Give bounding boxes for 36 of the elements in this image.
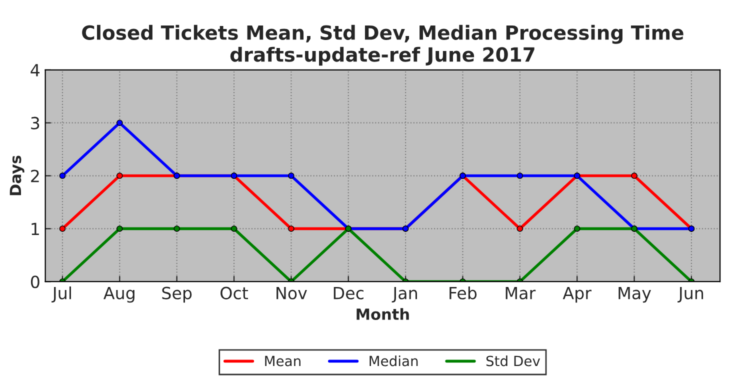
point bbox=[116, 226, 123, 232]
point bbox=[574, 226, 580, 232]
x-tick-label: Oct bbox=[220, 286, 248, 300]
x-tick-label: Aug bbox=[104, 286, 134, 303]
x-tick-label: Sep bbox=[162, 286, 192, 303]
y-axis-title: Days bbox=[10, 156, 24, 196]
y-tick-label: 0 bbox=[30, 276, 40, 288]
point bbox=[230, 226, 238, 232]
y-tick-label: 2 bbox=[31, 170, 39, 182]
x-tick-label: May bbox=[618, 286, 651, 303]
x-tick-label: Nov bbox=[276, 286, 307, 300]
x-tick-label: Jun bbox=[678, 286, 704, 302]
point bbox=[116, 172, 123, 179]
legend-label: Mean bbox=[265, 356, 300, 366]
x-tick-label: Jan bbox=[392, 286, 417, 302]
y-tick-label: 4 bbox=[30, 64, 40, 76]
point bbox=[288, 172, 294, 179]
point bbox=[516, 226, 524, 232]
y-tick-label: 1 bbox=[32, 222, 39, 236]
x-tick-label: Feb bbox=[450, 286, 477, 300]
point bbox=[59, 226, 66, 232]
point bbox=[288, 226, 294, 232]
point bbox=[116, 120, 123, 126]
x-tick-label: Apr bbox=[562, 286, 592, 303]
x-tick-label: Dec bbox=[334, 286, 364, 300]
point bbox=[59, 172, 66, 179]
x-axis-title: Month bbox=[356, 308, 409, 320]
point bbox=[631, 172, 638, 179]
point bbox=[516, 172, 524, 179]
x-tick-label: Jul bbox=[52, 286, 71, 302]
y-tick-label: 3 bbox=[31, 116, 40, 130]
legend-label: Std Dev bbox=[486, 355, 540, 366]
point bbox=[174, 226, 180, 232]
chart-title: Closed Tickets Mean, Std Dev, Median Processing Time drafts-update-ref June 2017 bbox=[82, 24, 684, 66]
legend-label: Median bbox=[370, 355, 418, 366]
x-tick-label: Mar bbox=[506, 286, 536, 300]
